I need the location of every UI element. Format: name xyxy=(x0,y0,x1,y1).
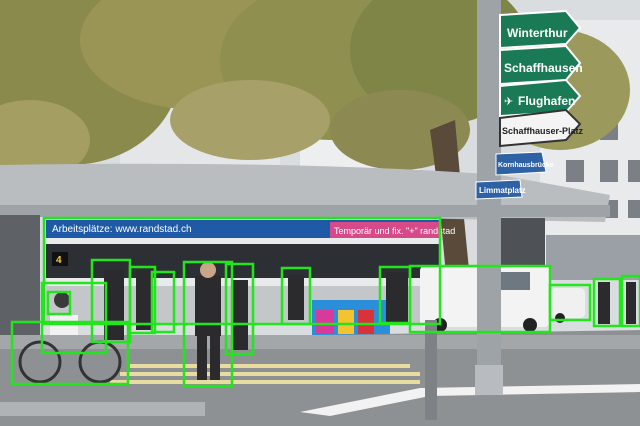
tram-route-box xyxy=(52,252,68,266)
bin-pink xyxy=(316,310,334,334)
detection-box-person-3 xyxy=(150,270,176,334)
canopy-edge xyxy=(0,205,610,217)
sign-kornhausbruecke: Kornhausbrücke xyxy=(498,162,554,169)
road-markings xyxy=(300,384,640,416)
detection-box-person-5 xyxy=(224,262,255,356)
detection-box-person-4 xyxy=(182,260,234,388)
tram-route-number: 4 xyxy=(56,255,62,266)
detection-box-car xyxy=(548,283,592,322)
detection-box-tram xyxy=(42,216,442,326)
detection-boxes xyxy=(10,216,640,388)
sign-limmatplatz: Limmatplatz xyxy=(479,186,526,195)
tram-ad-left: Arbeitsplätze: www.randstad.ch xyxy=(52,224,192,235)
sign-winterthur: Winterthur xyxy=(507,26,568,40)
building-ground-floor xyxy=(546,235,640,280)
detection-box-cyclist xyxy=(40,281,108,355)
shelter-left xyxy=(0,215,40,355)
pole-base xyxy=(475,365,503,395)
tram-ad-right: Temporär und fix. "+" randstad xyxy=(334,226,455,236)
sign-schaffhauser-platz: Schaffhauser-Platz xyxy=(502,126,584,136)
detection-box-person-6 xyxy=(280,266,312,326)
detection-box-person-9 xyxy=(620,274,640,328)
small-car xyxy=(550,288,585,323)
tree-foliage xyxy=(0,0,630,180)
cyclist xyxy=(18,292,122,384)
crosswalk xyxy=(110,364,420,384)
sign-schaffhausen: Schaffhausen xyxy=(504,61,583,75)
detection-box-person-small xyxy=(46,290,72,316)
detection-box-person-2 xyxy=(128,265,157,335)
detection-box-bicycle xyxy=(10,320,130,386)
bin-red xyxy=(358,310,374,334)
sign-flughafen: Flughafen xyxy=(518,94,575,108)
bollard xyxy=(425,320,437,420)
curb xyxy=(0,402,205,416)
direction-signs xyxy=(475,9,582,200)
pedestrians xyxy=(104,262,636,380)
plane-icon: ✈ xyxy=(504,96,513,108)
detection-box-person-8 xyxy=(592,277,622,328)
bin-yellow xyxy=(338,310,354,334)
